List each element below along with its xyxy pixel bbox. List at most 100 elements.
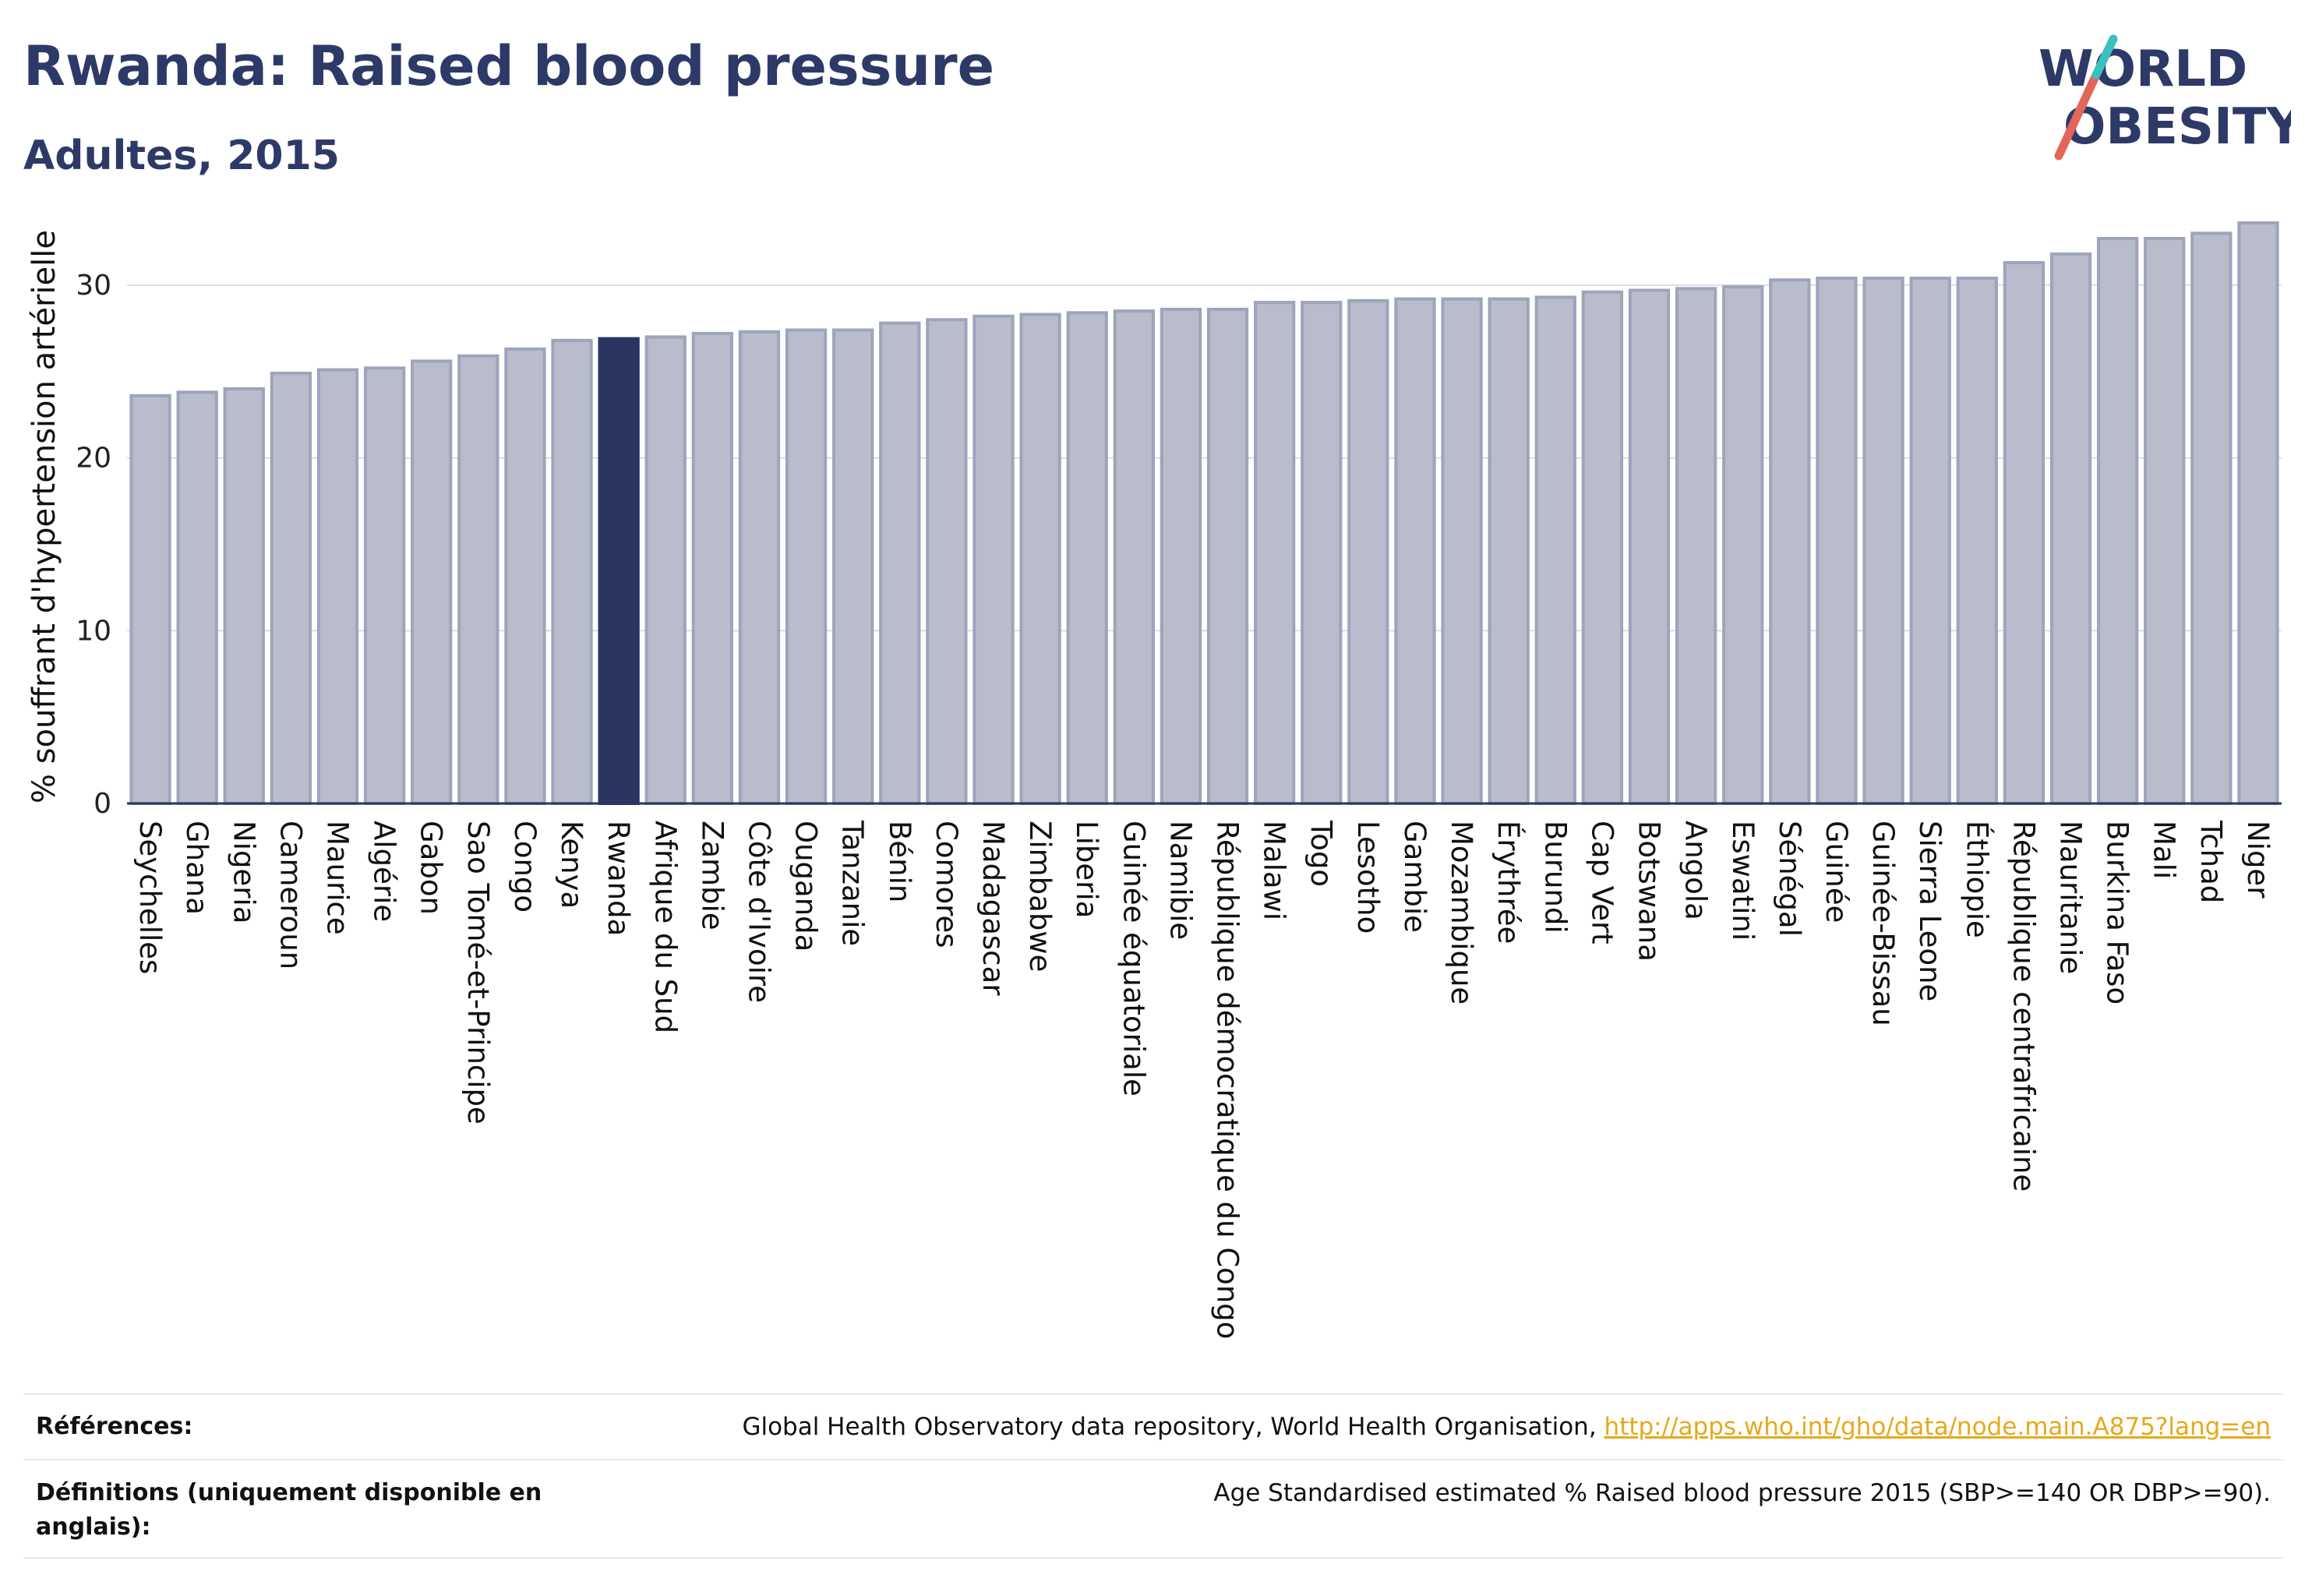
x-tick-label: Tchad (2194, 820, 2228, 903)
x-tick-label: Comores (930, 821, 963, 948)
x-tick-label: Niger (2241, 821, 2275, 899)
bar (738, 330, 781, 806)
bar (1862, 276, 1904, 805)
bar (316, 368, 359, 805)
definitions-value: Age Standardised estimated % Raised bloo… (1213, 1479, 2271, 1507)
x-tick-label: Cap Vert (1585, 821, 1618, 945)
bar (1441, 297, 1483, 805)
x-tick-label: Ouganda (789, 821, 823, 952)
bar (176, 390, 218, 805)
references-value: Global Health Observatory data repositor… (742, 1410, 2271, 1444)
x-tick-label: Sao Tomé-et-Principe (461, 821, 495, 1125)
x-tick-label: Côte d'Ivoire (742, 821, 775, 1003)
y-tick-label: 30 (76, 270, 111, 302)
bar-highlight (598, 337, 640, 805)
bar (1019, 312, 1061, 805)
world-obesity-logo: WORLD OBESITY (2038, 34, 2291, 161)
x-tick-label: Zambie (695, 821, 729, 930)
bar (2049, 252, 2092, 806)
x-tick-label: Malawi (1258, 821, 1291, 920)
definitions-row: Définitions (uniquement disponible en an… (23, 1459, 2283, 1559)
bar (972, 314, 1015, 806)
x-tick-label: Algérie (368, 821, 401, 922)
x-tick-label: Cameroun (274, 821, 307, 969)
x-tick-label: Madagascar (976, 821, 1010, 996)
x-tick-label: Gabon (415, 821, 448, 915)
bar (785, 328, 828, 805)
x-tick-label: Botswana (1633, 821, 1666, 962)
bar (551, 338, 593, 805)
x-tick-label: Maurice (320, 821, 354, 935)
x-tick-label: Zimbabwe (1023, 821, 1057, 972)
x-tick-label: Guinée (1820, 821, 1853, 923)
x-tick-label: Eswatini (1726, 821, 1760, 941)
bar (1347, 298, 1389, 806)
bar (832, 328, 874, 805)
bar (2096, 236, 2139, 806)
bar (1581, 290, 1624, 805)
x-tick-label: Namibie (1163, 821, 1197, 940)
x-tick-label: Togo (1304, 820, 1338, 887)
x-tick-label: Mali (2148, 821, 2181, 879)
y-tick-label: 20 (76, 443, 111, 475)
x-tick-label: Ghana (180, 821, 214, 915)
x-tick-label: Guinée-Bissau (1866, 821, 1900, 1026)
y-tick-label: 0 (94, 788, 111, 820)
bar (1301, 301, 1343, 805)
x-tick-label: Rwanda (602, 821, 635, 936)
x-tick-label: Angola (1679, 821, 1713, 920)
bar (1956, 276, 1998, 805)
x-tick-label: République centrafricaine (2007, 821, 2040, 1192)
x-tick-label: Lesotho (1351, 821, 1385, 934)
bar (1769, 278, 1811, 806)
x-tick-label: Éthiopie (1960, 821, 1994, 938)
references-row: Références: Global Health Observatory da… (23, 1393, 2283, 1459)
bar (2144, 236, 2186, 806)
x-tick-label: Nigeria (227, 821, 260, 923)
bar (504, 347, 546, 805)
bar (1488, 297, 1530, 805)
definitions-label: Définitions (uniquement disponible en an… (36, 1479, 542, 1541)
bar (1113, 309, 1155, 806)
x-tick-label: Gambie (1398, 821, 1431, 933)
bar (1816, 276, 1858, 805)
x-tick-label: Tanzanie (836, 820, 870, 946)
x-tick-label: Mozambique (1445, 821, 1478, 1005)
bar (1909, 276, 1951, 805)
y-axis-title: % souffrant d'hypertension artérielle (26, 230, 62, 803)
x-tick-label: Burundi (1538, 821, 1572, 934)
bar (457, 354, 499, 805)
bar (2003, 261, 2046, 805)
bar (1160, 307, 1202, 805)
x-tick-label: Bénin (883, 821, 916, 902)
x-tick-label: Afrique du Sud (648, 821, 682, 1033)
x-tick-label: Sénégal (1773, 821, 1806, 937)
bar (1254, 301, 1296, 805)
bar (644, 335, 687, 806)
bar (411, 359, 453, 805)
bar (879, 321, 921, 805)
bar-chart: 0 10 20 30 Seychelles Ghana Nigeria Cameroun Mau… (26, 221, 2282, 1339)
x-tick-label: Seychelles (133, 821, 167, 974)
x-tick-label: Sierra Leone (1913, 821, 1947, 1001)
bar (1628, 288, 1671, 806)
bar (2237, 221, 2279, 806)
bar (1722, 285, 1764, 805)
references-label: Références: (36, 1413, 193, 1440)
x-tick-label: Burkina Faso (2101, 821, 2134, 1005)
x-tick-label: Liberia (1070, 821, 1103, 918)
bar (129, 394, 171, 805)
page-subtitle: Adultes, 2015 (23, 132, 340, 179)
y-tick-label: 10 (76, 615, 111, 647)
page-title: Rwanda: Raised blood pressure (23, 34, 995, 98)
bar (223, 387, 265, 805)
logo-line2: OBESITY (2063, 98, 2291, 156)
references-text: Global Health Observatory data repositor… (742, 1413, 1597, 1441)
references-link[interactable]: http://apps.who.int/gho/data/node.main.A… (1604, 1413, 2271, 1441)
bar (1066, 311, 1108, 805)
bar (1534, 295, 1576, 805)
x-tick-label: Mauritanie (2054, 821, 2088, 974)
bar (2190, 231, 2233, 806)
bar (1675, 287, 1717, 805)
bar (363, 366, 406, 805)
